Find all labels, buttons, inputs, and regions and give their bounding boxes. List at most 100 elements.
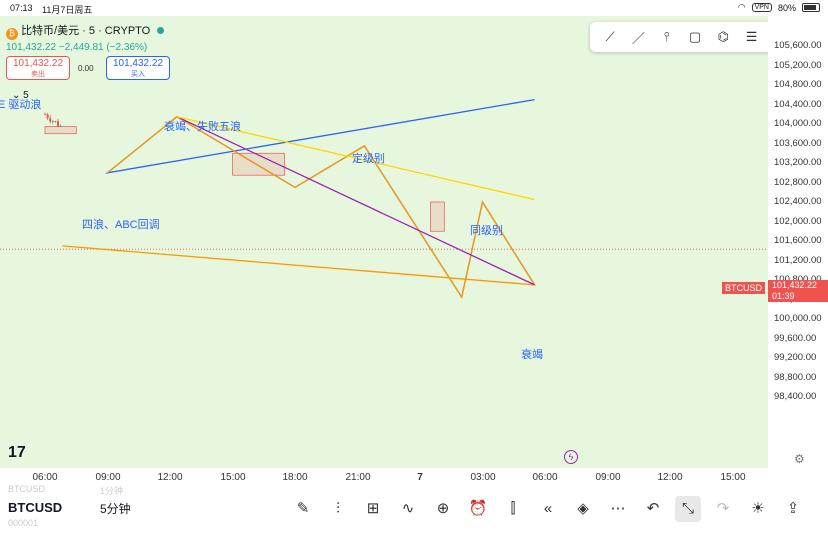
- brush-icon[interactable]: ✎: [296, 500, 310, 517]
- fib-icon[interactable]: ☰: [745, 29, 758, 44]
- current-price: 101,432.22: [772, 280, 818, 290]
- chart-style-icon[interactable]: ⫶: [336, 500, 340, 517]
- battery-level: 80%: [777, 2, 796, 13]
- market-open-dot: [157, 27, 165, 34]
- price-tick: 102,000.00: [774, 215, 822, 227]
- legend-change: −2,449.81 (−2.36%): [58, 42, 148, 53]
- price-tick: 101,200.00: [774, 254, 822, 266]
- price-tick: 104,400.00: [774, 98, 822, 110]
- vpn-badge: VPN: [751, 3, 772, 12]
- time-tick: 09:00: [95, 472, 121, 483]
- price-chart[interactable]: [0, 16, 768, 468]
- collapse-icon[interactable]: ⤡: [675, 496, 701, 522]
- price-tick: 100,800.00: [774, 274, 822, 285]
- purple-channel-line: [176, 116, 535, 286]
- sell-price: 101,432.22: [12, 58, 64, 69]
- candle-body: [51, 121, 54, 122]
- annotation-top-left[interactable]: E 驱动浪: [0, 99, 42, 111]
- drawing-toolbar[interactable]: ⟋ ／ ⫯ ▢ ⌬ ☰ T: [590, 22, 768, 52]
- annotation-tongji[interactable]: 同级别: [470, 225, 503, 237]
- zone-box-0: [44, 126, 77, 135]
- settings-gear-icon[interactable]: ⚙: [794, 452, 805, 466]
- indicator-collapse-toggle[interactable]: ⌄ 5: [12, 90, 29, 101]
- buy-label: 买入: [131, 71, 145, 78]
- indicator-count: 5: [23, 90, 29, 101]
- zone-box-2: [430, 201, 445, 232]
- pattern-icon[interactable]: ⌬: [717, 29, 729, 44]
- candle-body: [59, 125, 62, 127]
- indicator-icon[interactable]: ∿: [401, 500, 415, 517]
- price-tick: 104,000.00: [774, 118, 822, 129]
- bar-countdown: 01:39: [772, 291, 795, 301]
- alarm-icon[interactable]: ⏰: [468, 500, 488, 517]
- time-tick: 03:00: [470, 472, 496, 483]
- chevron-down-icon: ⌄: [12, 90, 21, 101]
- time-tick: 7: [417, 472, 423, 483]
- status-date: 11月7日周五: [42, 5, 93, 15]
- price-tick: 98,400.00: [774, 391, 817, 402]
- time-tick: 15:00: [220, 472, 246, 483]
- interval-button[interactable]: 5分钟: [100, 502, 131, 516]
- price-tick: 99,600.00: [774, 332, 817, 344]
- price-axis[interactable]: 105,600.00 105,200.00 104,800.00 104,400.00…: [768, 16, 828, 468]
- candle-body: [46, 114, 49, 119]
- annotation-peak[interactable]: 衰竭、失败五浪: [164, 121, 241, 133]
- ghost-interval: 1分钟: [100, 486, 124, 496]
- lightning-icon[interactable]: ϟ: [564, 450, 578, 464]
- price-tick: 103,200.00: [774, 157, 822, 168]
- wifi-icon: ◠: [737, 2, 746, 12]
- symbol-legend[interactable]: ₿ 比特币/美元 · 5 · CRYPTO 101,432.22 −2,449.…: [6, 22, 165, 53]
- price-tick: 105,600.00: [774, 40, 822, 51]
- price-tick: 99,200.00: [774, 352, 817, 363]
- price-tick: 103,600.00: [774, 137, 822, 149]
- time-tick: 06:00: [32, 472, 58, 483]
- legend-last-price: 101,432.22: [6, 42, 57, 53]
- time-axis[interactable]: 06:00 09:00 12:00 15:00 18:00 21:00 7 03:00 06:0…: [0, 468, 768, 488]
- yellow-trend-line: [176, 116, 535, 201]
- rectangle-icon[interactable]: ▢: [688, 29, 702, 44]
- share-icon[interactable]: ⇪: [786, 500, 800, 517]
- price-tick: 101,600.00: [774, 235, 822, 246]
- annotation-dingji[interactable]: 定级别: [352, 153, 385, 165]
- ghost-code: 000001: [8, 518, 39, 528]
- sell-button[interactable]: 101,432.22 卖出: [6, 56, 70, 80]
- symbol-price-tag: BTCUSD: [722, 282, 766, 294]
- symbol-button[interactable]: BTCUSD: [8, 500, 63, 515]
- bulb-icon[interactable]: ☀: [751, 500, 765, 517]
- candle-body: [44, 114, 46, 116]
- bottom-toolbar: BTCUSD 1分钟 BTCUSD 5分钟 000001 ✎ ⫶ ⊞ ∿ ⊕ ⏰…: [0, 484, 828, 544]
- undo-icon[interactable]: ↶: [646, 500, 660, 517]
- add-icon[interactable]: ⊕: [436, 500, 450, 517]
- current-price-tag: 101,432.22 01:39: [768, 280, 828, 302]
- line-icon[interactable]: ／: [631, 30, 645, 46]
- price-tick: 102,800.00: [774, 176, 822, 188]
- time-tick: 06:00: [532, 472, 558, 483]
- redo-icon[interactable]: ↷: [716, 500, 730, 517]
- more-icon[interactable]: ⋯: [610, 500, 626, 517]
- price-tick: 105,200.00: [774, 59, 822, 71]
- chart-canvas[interactable]: ₿ 比特币/美元 · 5 · CRYPTO 101,432.22 −2,449.…: [0, 16, 768, 468]
- time-tick: 12:00: [657, 472, 683, 483]
- battery-icon: [802, 3, 820, 12]
- candle-body: [54, 121, 57, 122]
- ghost-symbol: BTCUSD: [8, 484, 46, 494]
- buy-button[interactable]: 101,432.22 买入: [106, 56, 170, 80]
- candle-icon[interactable]: ⫿: [510, 500, 516, 517]
- annotation-bottom[interactable]: 衰竭: [521, 349, 543, 361]
- trend-line-icon[interactable]: ⟋: [605, 29, 615, 44]
- zone-box-1: [232, 152, 285, 176]
- vertical-line-icon[interactable]: ⫯: [663, 29, 670, 44]
- annotation-abc[interactable]: 四浪、ABC回调: [82, 219, 160, 231]
- bitcoin-icon: ₿: [6, 28, 18, 40]
- price-tick: 102,400.00: [774, 196, 822, 207]
- candle-body: [49, 118, 52, 122]
- spread-value: 0.00: [78, 64, 94, 73]
- grid-icon[interactable]: ⊞: [366, 500, 380, 517]
- status-bar: 07:13 11月7日周五 ◠ VPN 80%: [0, 0, 828, 16]
- price-tick: 98,800.00: [774, 371, 817, 383]
- status-time: 07:13: [10, 3, 33, 13]
- layers-icon[interactable]: ◈: [577, 500, 589, 517]
- replay-icon[interactable]: «: [543, 500, 553, 517]
- time-tick: 21:00: [345, 472, 371, 483]
- legend-title[interactable]: 比特币/美元 · 5 · CRYPTO: [21, 25, 151, 37]
